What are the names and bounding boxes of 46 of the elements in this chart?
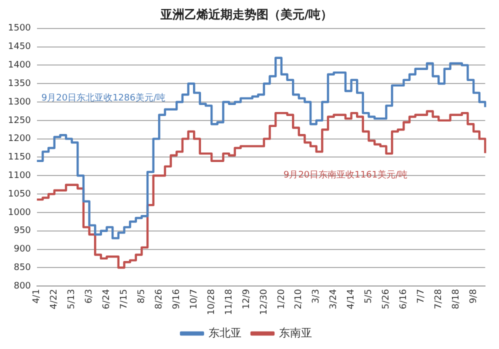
x-tick-label: 6/3 [84, 289, 95, 304]
x-tick-label: 7/28 [434, 288, 444, 310]
x-tick-label: 8/26 [154, 288, 165, 310]
y-tick-label: 1100 [8, 170, 32, 181]
x-tick-label: 5/5 [364, 289, 374, 304]
y-tick-label: 800 [14, 281, 32, 292]
x-tick-label: 11/18 [224, 288, 234, 315]
y-tick-label: 1350 [8, 78, 32, 89]
x-tick-label: 1/20 [276, 288, 287, 310]
x-tick-label: 4/14 [346, 288, 357, 310]
y-tick-label: 1050 [8, 189, 32, 200]
x-tick-label: 8/5 [137, 289, 148, 304]
x-tick-label: 4/1 [32, 289, 42, 304]
y-tick-label: 850 [14, 263, 32, 274]
y-tick-label: 1500 [8, 24, 32, 34]
legend-label: 东北亚 [208, 326, 242, 340]
y-tick-label: 1450 [8, 42, 32, 52]
y-tick-label: 1250 [8, 116, 32, 126]
annotation: 9月20日东南亚收1161美元/吨 [283, 170, 408, 181]
x-tick-label: 5/26 [382, 288, 392, 310]
y-tick-label: 900 [14, 244, 32, 255]
legend-label: 东南亚 [279, 326, 312, 340]
x-tick-label: 8/18 [451, 288, 462, 310]
x-tick-label: 4/22 [50, 289, 60, 310]
x-tick-label: 12/30 [259, 288, 270, 315]
x-tick-label: 9/8 [468, 288, 479, 304]
x-tick-label: 3/3 [312, 289, 322, 304]
y-tick-label: 1300 [8, 97, 32, 108]
chart-title: 亚洲乙烯近期走势图（美元/吨） [159, 7, 333, 22]
y-tick-label: 1200 [8, 134, 32, 144]
x-tick-label: 6/24 [102, 288, 112, 310]
y-tick-label: 1400 [8, 60, 32, 71]
x-tick-label: 7/15 [120, 289, 130, 310]
y-tick-label: 1000 [8, 208, 32, 218]
y-tick-label: 1150 [8, 152, 32, 163]
x-tick-label: 9/16 [172, 288, 182, 310]
annotation: 9月20日东北亚收1286美元/吨 [41, 92, 166, 104]
x-tick-label: 10/7 [189, 289, 200, 310]
x-tick-label: 7/7 [416, 289, 426, 304]
x-tick-label: 3/24 [329, 288, 340, 310]
x-tick-label: 5/13 [67, 289, 78, 310]
x-tick-label: 6/16 [399, 288, 410, 310]
x-tick-label: 2/10 [294, 288, 304, 310]
x-tick-label: 12/9 [242, 288, 252, 310]
y-tick-label: 950 [14, 226, 32, 236]
x-tick-label: 10/28 [206, 288, 217, 315]
